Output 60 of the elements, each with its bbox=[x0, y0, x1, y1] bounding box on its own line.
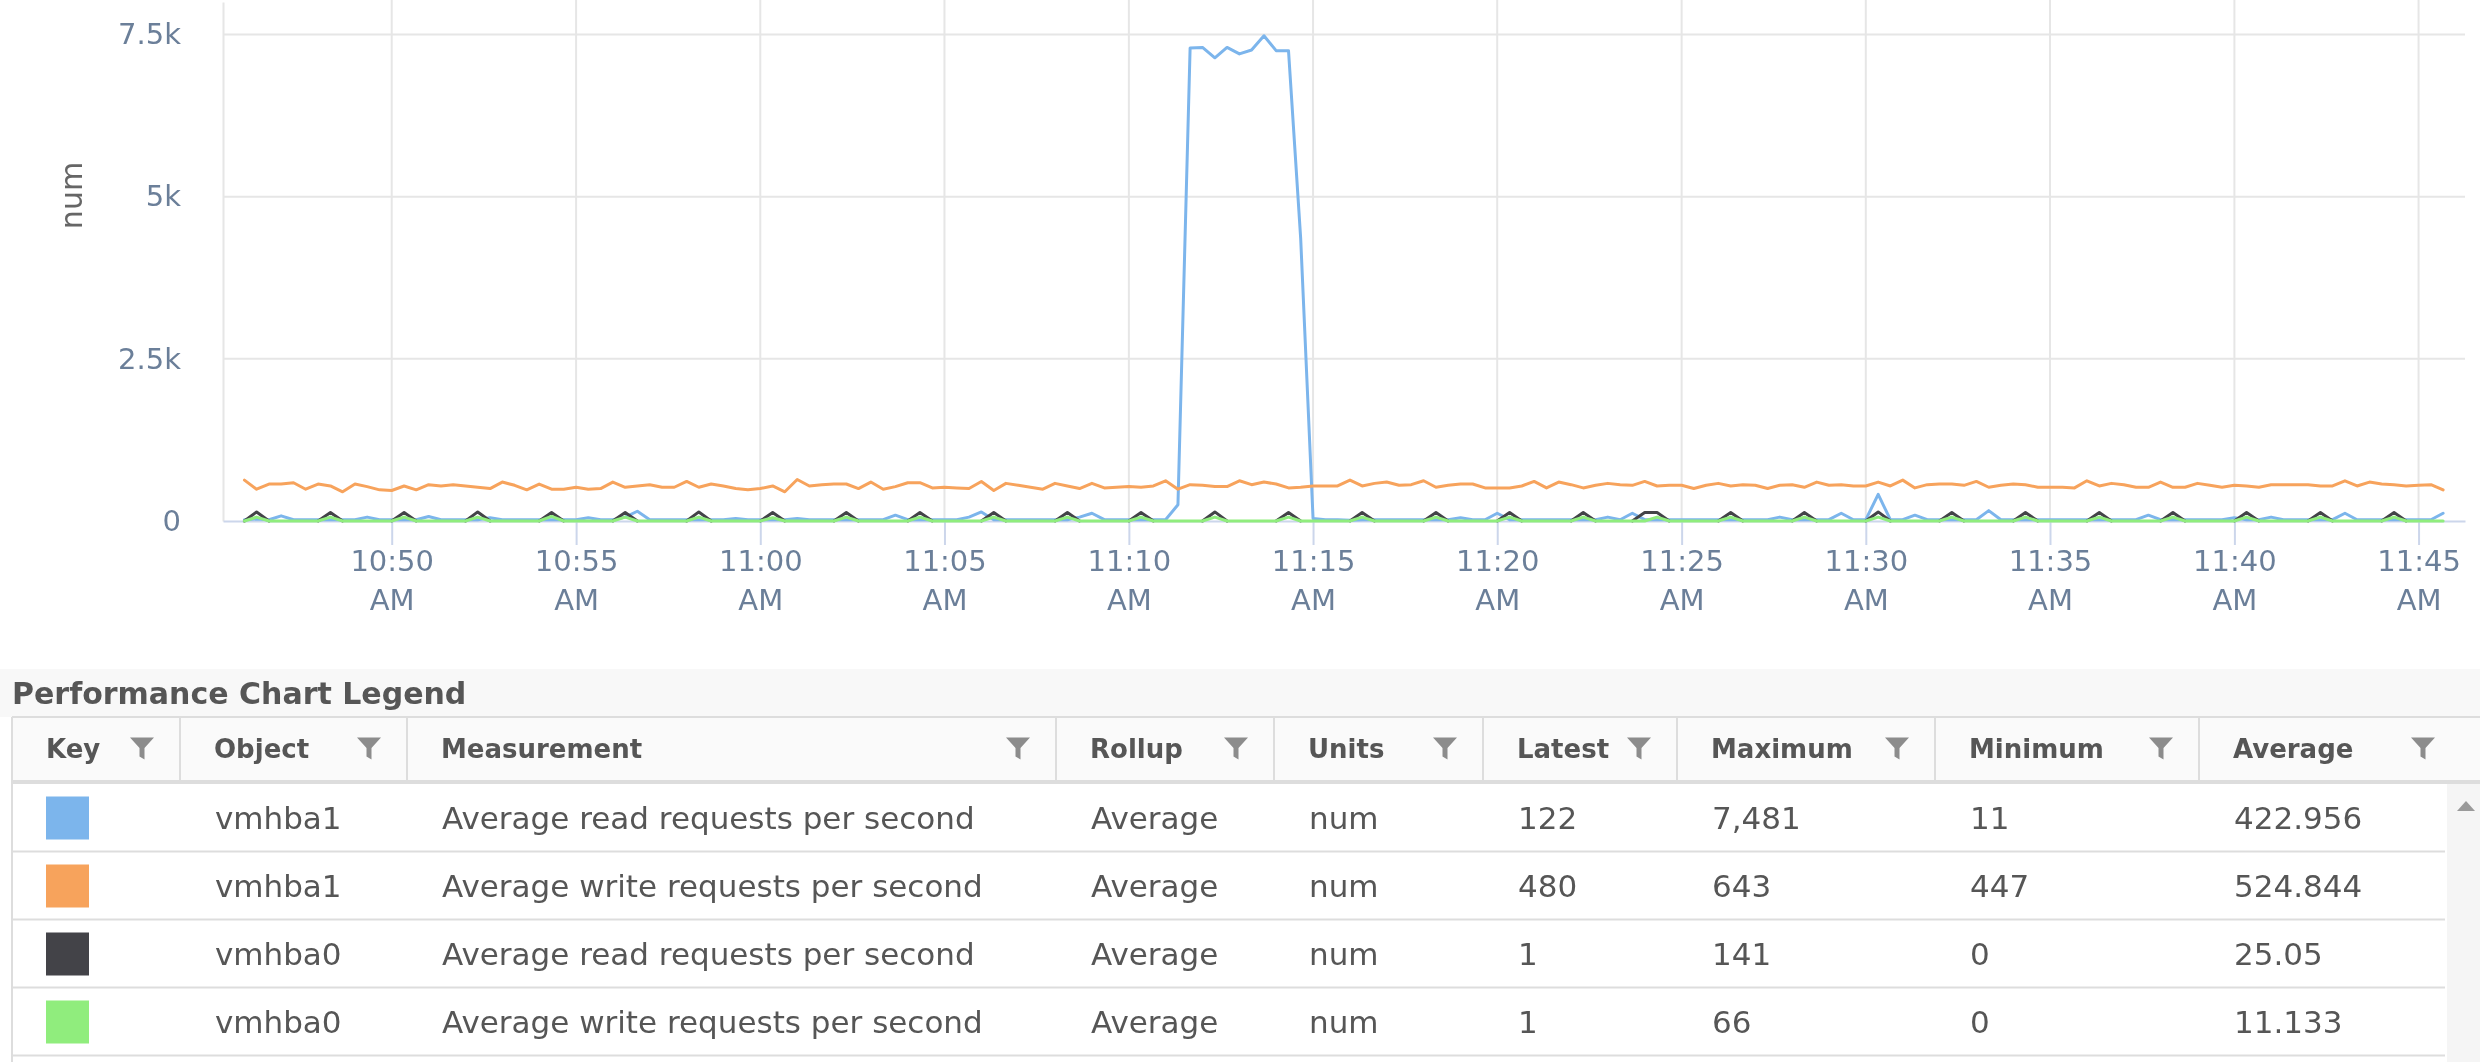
category-label: Latest bbox=[1517, 733, 1610, 764]
text: Average write requests per second bbox=[442, 867, 983, 904]
category-label: Object bbox=[214, 733, 310, 764]
text: Average write requests per second bbox=[442, 1003, 983, 1040]
x-tick-label: 11:10 AM bbox=[1087, 543, 1172, 617]
line-series bbox=[242, 477, 2445, 494]
text: 141 bbox=[1712, 935, 1772, 972]
text: 1 bbox=[1518, 935, 1538, 972]
text: 0 bbox=[1970, 1003, 1990, 1040]
text: Average bbox=[1091, 867, 1219, 904]
text: Average bbox=[1091, 1003, 1219, 1040]
x-tick-label: 11:40 AM bbox=[2193, 543, 2277, 617]
text: Average read requests per second bbox=[442, 935, 975, 972]
y-tick-label: 0 bbox=[162, 503, 181, 538]
x-tick-label: 11:45 AM bbox=[2377, 543, 2461, 617]
x-tick-label: 11:15 AM bbox=[1271, 543, 1356, 617]
text: 7,481 bbox=[1712, 799, 1801, 836]
text: Performance Chart Legend bbox=[12, 675, 467, 711]
text: 1 bbox=[1518, 1003, 1538, 1040]
text: num bbox=[1309, 935, 1379, 972]
y-axis-title: num bbox=[53, 161, 89, 230]
text: vmhba1 bbox=[215, 867, 342, 904]
text: 480 bbox=[1518, 867, 1578, 904]
text: 25.05 bbox=[2234, 935, 2323, 972]
text: 422.956 bbox=[2234, 799, 2363, 836]
x-tick-label: 11:30 AM bbox=[1824, 543, 1909, 617]
x-tick-label: 10:50 AM bbox=[350, 543, 434, 617]
category-label: Average bbox=[2233, 733, 2354, 764]
y-tick-label: 7.5k bbox=[118, 17, 182, 52]
text: num bbox=[1309, 867, 1379, 904]
category-label: Units bbox=[1308, 733, 1385, 764]
text: 447 bbox=[1970, 867, 2030, 904]
text: 11.133 bbox=[2234, 1003, 2343, 1040]
text: Average bbox=[1091, 935, 1219, 972]
x-tick-label: 11:35 AM bbox=[2008, 543, 2093, 617]
text: Average bbox=[1091, 799, 1219, 836]
text: num bbox=[1309, 1003, 1379, 1040]
text: 66 bbox=[1712, 1003, 1752, 1040]
category-label: Maximum bbox=[1711, 733, 1853, 764]
x-tick-label: 10:55 AM bbox=[534, 543, 619, 617]
x-tick-label: 11:00 AM bbox=[718, 543, 803, 617]
text: 643 bbox=[1712, 867, 1772, 904]
text: 11 bbox=[1970, 799, 2010, 836]
x-tick-label: 11:20 AM bbox=[1455, 543, 1540, 617]
x-tick-label: 11:25 AM bbox=[1640, 543, 1724, 617]
text: 122 bbox=[1518, 799, 1578, 836]
text: vmhba0 bbox=[215, 935, 342, 972]
category-label: Minimum bbox=[1969, 733, 2104, 764]
text: 524.844 bbox=[2234, 867, 2363, 904]
y-tick-label: 2.5k bbox=[118, 341, 182, 376]
category-label: Measurement bbox=[441, 733, 643, 764]
text: Average read requests per second bbox=[442, 799, 975, 836]
category-label: Key bbox=[46, 733, 101, 764]
text: vmhba1 bbox=[215, 799, 342, 836]
text: num bbox=[1309, 799, 1379, 836]
x-tick-label: 11:05 AM bbox=[903, 543, 987, 617]
y-tick-label: 5k bbox=[145, 179, 182, 214]
text: 0 bbox=[1970, 935, 1990, 972]
text: vmhba0 bbox=[215, 1003, 342, 1040]
category-label: Rollup bbox=[1090, 733, 1183, 764]
